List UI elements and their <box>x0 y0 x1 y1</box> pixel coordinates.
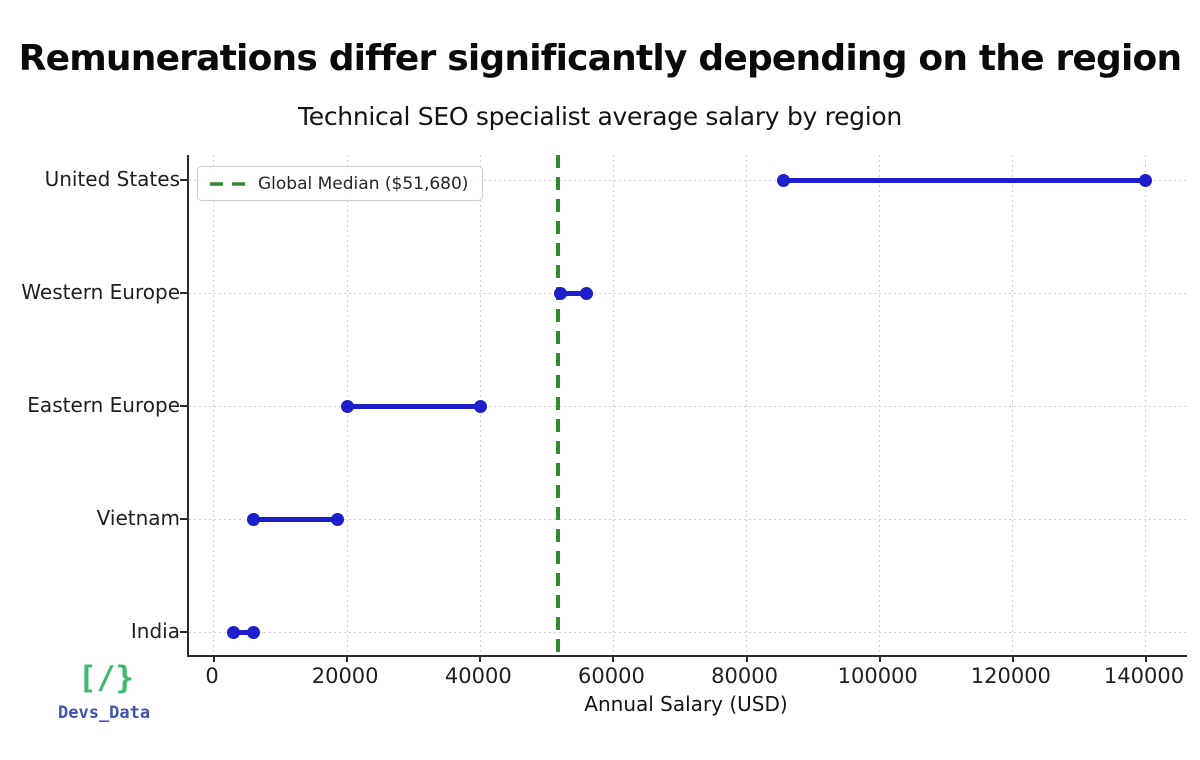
category-label: Eastern Europe <box>27 393 180 417</box>
salary-range-bar <box>783 177 1146 183</box>
category-label: United States <box>44 167 180 191</box>
salary-range-endpoint-dot <box>776 173 790 187</box>
x-tick-mark <box>212 655 215 662</box>
code-brackets-icon: [/} <box>78 660 134 696</box>
chart-title: Remunerations differ significantly depen… <box>18 38 1182 79</box>
gridline-horizontal <box>189 519 1187 520</box>
x-tick-label: 60000 <box>578 664 645 688</box>
gridline-vertical <box>213 155 215 655</box>
salary-range-bar <box>253 516 338 522</box>
x-tick-label: 140000 <box>1103 664 1185 688</box>
salary-range-endpoint-dot <box>1139 173 1153 187</box>
x-tick-mark <box>479 655 482 662</box>
salary-range-bar <box>233 629 254 635</box>
legend: Global Median ($51,680) <box>197 166 484 201</box>
x-tick-label: 40000 <box>444 664 512 688</box>
salary-range-endpoint-dot <box>580 286 594 300</box>
gridline-vertical <box>1012 155 1014 655</box>
category-label: India <box>130 619 180 643</box>
brand-name: Devs_Data <box>58 703 151 723</box>
salary-range-endpoint-dot <box>340 399 354 413</box>
salary-range-endpoint-dot <box>331 512 345 526</box>
gridline-vertical <box>1145 155 1147 655</box>
y-axis-labels: United States Western Europe Eastern Europ… <box>0 155 180 655</box>
salary-range-endpoint-dot <box>247 625 261 639</box>
y-tick-mark <box>180 631 187 633</box>
x-tick-mark <box>745 655 748 662</box>
y-tick-mark <box>180 179 187 181</box>
salary-range-endpoint-dot <box>227 625 241 639</box>
x-axis-tick-labels: 0 20000 40000 60000 80000 100000 120000 140000 <box>187 655 1185 691</box>
global-median-line <box>556 155 561 655</box>
x-tick-label: 20000 <box>311 664 379 688</box>
gridline-horizontal <box>189 406 1187 407</box>
category-label: Vietnam <box>96 506 180 530</box>
x-tick-mark <box>612 655 615 662</box>
legend-dashed-line-icon <box>210 181 246 186</box>
salary-range-bar <box>347 403 481 409</box>
y-tick-mark <box>180 518 187 520</box>
gridline-vertical <box>612 155 614 655</box>
x-tick-label: 120000 <box>970 664 1051 688</box>
x-tick-mark <box>1011 655 1014 662</box>
y-tick-mark <box>180 292 187 294</box>
plot-area <box>180 155 1187 662</box>
category-label: Western Europe <box>21 280 180 304</box>
y-tick-mark <box>180 405 187 407</box>
x-tick-label: 80000 <box>711 664 778 688</box>
gridline-vertical <box>879 155 881 655</box>
x-tick-mark <box>1144 655 1147 662</box>
gridline-horizontal <box>189 632 1187 633</box>
chart-subtitle: Technical SEO specialist average salary … <box>298 102 902 131</box>
x-axis-title: Annual Salary (USD) <box>584 692 788 716</box>
salary-range-endpoint-dot <box>247 512 261 526</box>
x-tick-label: 0 <box>205 664 219 688</box>
salary-range-endpoint-dot <box>473 399 487 413</box>
x-tick-mark <box>878 655 881 662</box>
gridline-horizontal <box>189 180 1187 181</box>
x-tick-mark <box>346 655 349 662</box>
gridline-vertical <box>746 155 748 655</box>
salary-range-bar <box>560 290 587 296</box>
legend-label: Global Median ($51,680) <box>258 173 469 194</box>
x-tick-label: 100000 <box>837 664 918 688</box>
salary-range-endpoint-dot <box>553 286 567 300</box>
gridline-horizontal <box>189 293 1187 294</box>
